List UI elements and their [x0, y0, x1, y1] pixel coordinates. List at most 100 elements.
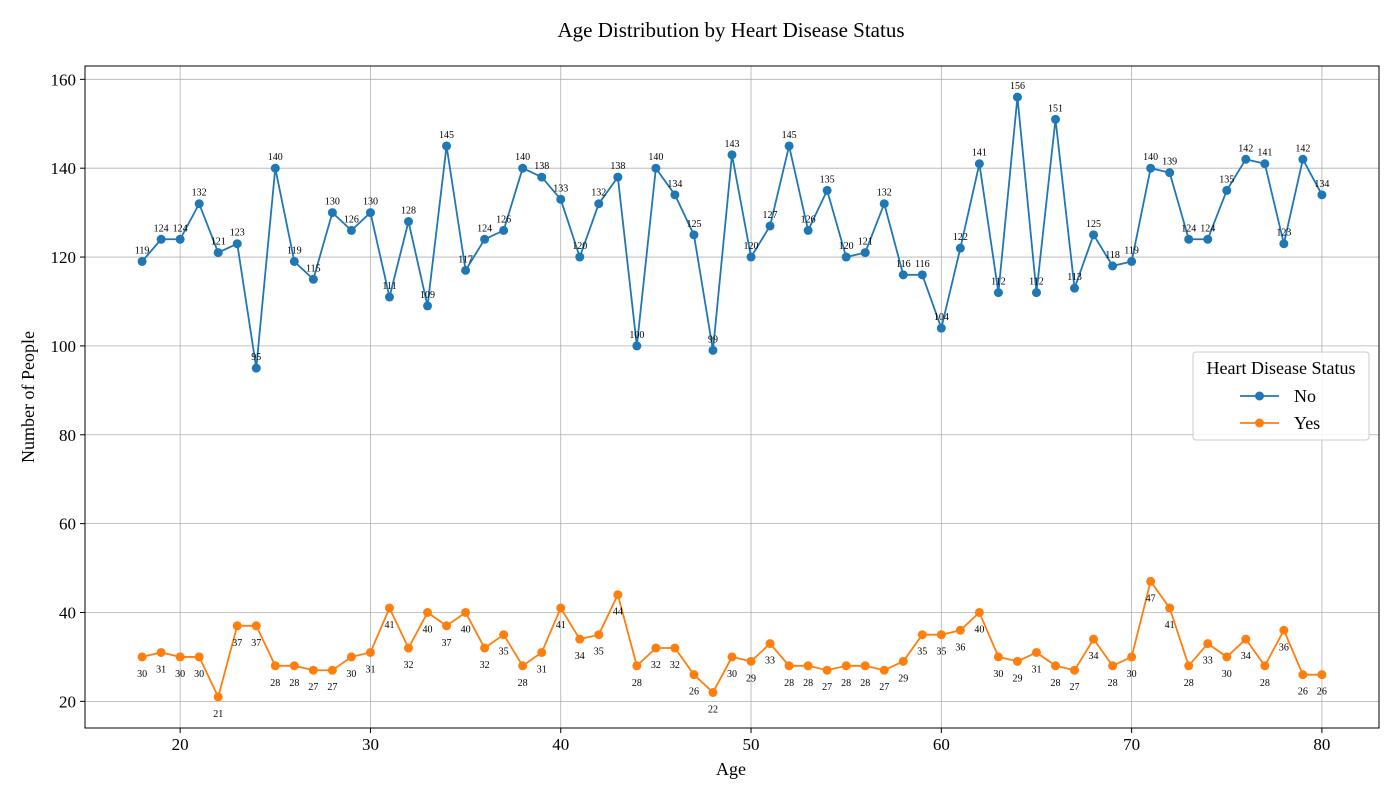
data-point-yes — [1070, 665, 1080, 675]
data-label-no: 126 — [496, 214, 511, 225]
data-label-no: 99 — [708, 334, 718, 345]
data-label-no: 141 — [1257, 148, 1272, 159]
data-label-no: 100 — [629, 330, 644, 341]
x-tick-label: 70 — [1123, 735, 1140, 754]
data-point-no — [423, 301, 433, 311]
data-label-no: 123 — [1276, 228, 1291, 239]
data-label-yes: 26 — [1317, 687, 1327, 698]
data-point-no — [1127, 256, 1137, 266]
data-label-yes: 28 — [1051, 678, 1061, 689]
data-point-no — [955, 243, 965, 253]
data-label-no: 156 — [1010, 81, 1025, 92]
data-label-yes: 30 — [137, 669, 147, 680]
data-label-yes: 47 — [1146, 593, 1156, 604]
data-point-yes — [1012, 656, 1022, 666]
data-label-no: 135 — [820, 174, 835, 185]
data-point-yes — [651, 643, 661, 653]
data-point-yes — [175, 652, 185, 662]
data-point-no — [480, 234, 490, 244]
data-point-yes — [1127, 652, 1137, 662]
data-point-no — [670, 190, 680, 200]
data-label-no: 119 — [287, 245, 302, 256]
data-label-yes: 30 — [727, 669, 737, 680]
data-point-no — [518, 163, 528, 173]
data-point-no — [232, 239, 242, 249]
data-label-no: 138 — [534, 161, 549, 172]
data-point-yes — [365, 647, 375, 657]
data-point-yes — [1031, 647, 1041, 657]
data-label-yes: 37 — [232, 638, 242, 649]
data-point-no — [308, 274, 318, 284]
data-point-yes — [936, 630, 946, 640]
data-label-yes: 28 — [860, 678, 870, 689]
data-point-yes — [1165, 603, 1175, 613]
x-axis-ticks: 20 30 40 50 60 70 80 — [172, 728, 1330, 754]
data-point-no — [1241, 154, 1251, 164]
data-label-yes: 35 — [499, 647, 509, 658]
data-point-no — [993, 288, 1003, 298]
data-point-no — [784, 141, 794, 151]
data-label-no: 151 — [1048, 103, 1063, 114]
data-point-no — [1089, 230, 1099, 240]
data-point-yes — [993, 652, 1003, 662]
data-label-yes: 30 — [194, 669, 204, 680]
data-point-no — [1165, 168, 1175, 178]
data-label-no: 111 — [382, 281, 396, 292]
data-label-yes: 40 — [461, 624, 471, 635]
data-label-yes: 32 — [480, 660, 490, 671]
data-label-no: 126 — [344, 214, 359, 225]
data-label-yes: 27 — [327, 682, 337, 693]
data-label-no: 124 — [1200, 223, 1215, 234]
data-label-no: 130 — [325, 197, 340, 208]
data-label-no: 122 — [953, 232, 968, 243]
data-point-no — [365, 208, 375, 218]
data-point-yes — [404, 643, 413, 653]
data-point-yes — [955, 625, 965, 635]
data-label-yes: 31 — [156, 664, 166, 675]
data-label-yes: 29 — [1012, 673, 1022, 684]
data-label-no: 121 — [858, 237, 873, 248]
legend: Heart Disease Status No Yes — [1192, 351, 1370, 441]
data-point-yes — [746, 656, 756, 666]
data-point-yes — [594, 630, 604, 640]
data-point-yes — [974, 607, 984, 617]
data-point-yes — [556, 603, 566, 613]
data-label-no: 134 — [667, 179, 682, 190]
data-label-no: 141 — [972, 148, 987, 159]
data-label-yes: 30 — [1222, 669, 1232, 680]
data-label-no: 109 — [420, 290, 435, 301]
data-point-yes — [461, 607, 471, 617]
data-point-no — [746, 252, 756, 262]
data-label-yes: 41 — [384, 620, 394, 631]
data-label-yes: 30 — [993, 669, 1003, 680]
data-label-no: 140 — [268, 152, 283, 163]
data-point-yes — [537, 647, 547, 657]
data-label-no: 132 — [192, 188, 207, 199]
data-point-no — [1203, 234, 1213, 244]
data-label-no: 128 — [401, 206, 416, 217]
data-point-yes — [1051, 661, 1060, 671]
data-label-no: 145 — [782, 130, 797, 141]
data-point-no — [137, 256, 147, 266]
data-point-yes — [1089, 634, 1099, 644]
data-label-yes: 28 — [841, 678, 851, 689]
data-label-yes: 28 — [1108, 678, 1118, 689]
data-label-yes: 35 — [917, 647, 927, 658]
data-label-no: 140 — [515, 152, 530, 163]
data-label-no: 104 — [934, 312, 949, 323]
data-point-yes — [137, 652, 147, 662]
legend-label-no: No — [1294, 386, 1316, 406]
data-point-no — [822, 185, 832, 195]
data-point-no — [499, 225, 509, 235]
data-point-no — [1222, 185, 1232, 195]
data-label-yes: 22 — [708, 704, 718, 715]
data-label-no: 135 — [1219, 174, 1234, 185]
data-point-no — [879, 199, 889, 209]
data-point-no — [651, 163, 661, 173]
data-label-no: 142 — [1295, 143, 1310, 154]
data-label-yes: 30 — [175, 669, 185, 680]
data-label-yes: 27 — [879, 682, 889, 693]
data-label-yes: 31 — [1031, 664, 1041, 675]
data-label-no: 142 — [1238, 143, 1253, 154]
